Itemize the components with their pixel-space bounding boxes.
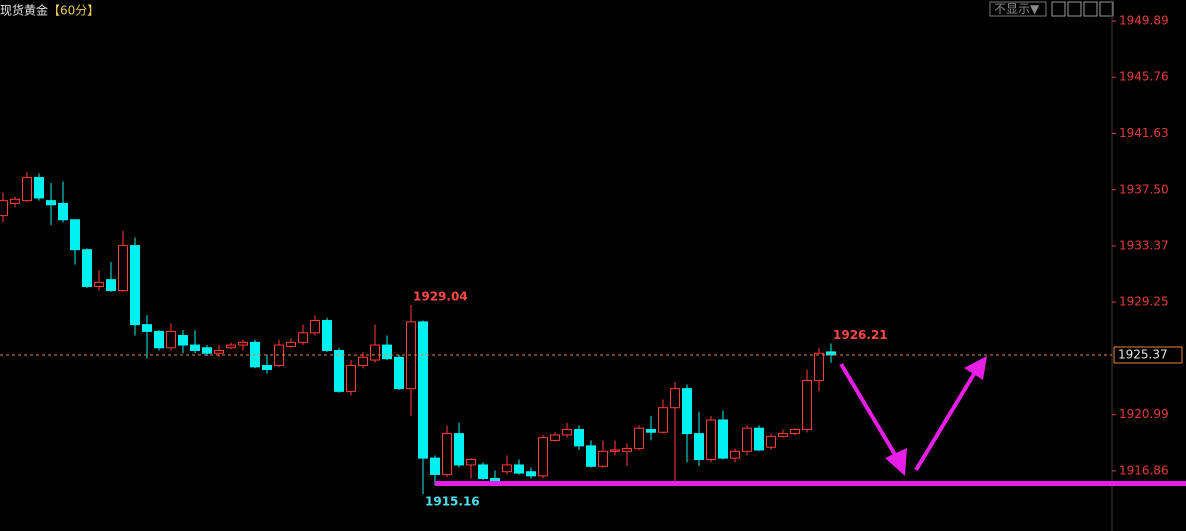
- candle-body: [790, 429, 800, 435]
- candle-body: [46, 200, 56, 206]
- candle-body: [706, 419, 716, 460]
- candle-body: [130, 245, 140, 326]
- current-price-label: 1925.37: [1118, 347, 1168, 361]
- candle-body: [394, 356, 404, 390]
- candle-body: [226, 344, 236, 349]
- candle-body: [430, 457, 440, 475]
- candle-body: [814, 352, 824, 381]
- candle-body: [322, 320, 332, 352]
- arrow-up: [914, 372, 976, 472]
- candle-body: [682, 388, 692, 435]
- candle-body: [550, 434, 560, 441]
- tool-icon[interactable]: [1083, 1, 1098, 17]
- candle-body: [70, 219, 80, 251]
- candle-body: [718, 419, 728, 459]
- candle-body: [586, 445, 596, 467]
- candle-body: [610, 449, 620, 452]
- candle-body: [0, 200, 8, 217]
- candle-body: [10, 198, 20, 204]
- candle-body: [382, 344, 392, 360]
- drawing-annotations: [435, 356, 1186, 486]
- y-tick-label: 1929.25: [1119, 295, 1169, 309]
- low-label: 1915.16: [425, 495, 480, 509]
- candle-body: [502, 464, 512, 473]
- candle-body: [562, 429, 572, 436]
- candle-body: [598, 450, 608, 467]
- candle-body: [778, 433, 788, 437]
- candle-body: [214, 350, 224, 354]
- tool-icon[interactable]: [1067, 1, 1082, 17]
- candle-body: [442, 433, 452, 475]
- candle-body: [766, 435, 776, 448]
- arrow-head: [964, 356, 987, 380]
- candle-body: [334, 350, 344, 392]
- candle-body: [190, 344, 200, 352]
- arrow-down: [839, 362, 899, 460]
- support-line: [435, 481, 1186, 486]
- candle-body: [82, 249, 92, 287]
- candle-body: [34, 176, 44, 199]
- toolbar: 不显示▼: [989, 1, 1114, 17]
- chart-title: 现货黄金: [0, 3, 48, 18]
- candle-body: [358, 356, 368, 366]
- candle-body: [754, 427, 764, 451]
- y-tick-label: 1920.99: [1119, 407, 1169, 421]
- plot-area: 1949.89 1945.76 1941.63 1937.50 1933.37 1929.…: [0, 13, 1169, 495]
- candle-body: [262, 364, 272, 371]
- y-tick-label: 1937.50: [1119, 182, 1169, 196]
- candle-body: [370, 344, 380, 361]
- candle-body: [646, 429, 656, 433]
- candle-body: [478, 464, 488, 480]
- arrow-head: [885, 448, 907, 476]
- candle-body: [526, 471, 536, 477]
- candle-body: [238, 341, 248, 346]
- candle-body: [574, 429, 584, 447]
- tool-icon[interactable]: [1099, 1, 1114, 17]
- candle-body: [694, 433, 704, 460]
- candle-body: [202, 347, 212, 354]
- candle-body: [298, 332, 308, 343]
- candle-body: [634, 427, 644, 450]
- candle-body: [454, 433, 464, 466]
- candle-body: [730, 450, 740, 459]
- display-button-label[interactable]: 不显示▼: [994, 2, 1040, 16]
- candle-body: [58, 202, 68, 221]
- candle-body: [310, 320, 320, 334]
- candle-body: [418, 321, 428, 459]
- candle-body: [142, 324, 152, 332]
- candle-body: [622, 448, 632, 452]
- y-tick-label: 1945.76: [1119, 70, 1169, 84]
- candle-body: [94, 281, 104, 287]
- y-tick-label: 1933.37: [1119, 239, 1169, 253]
- candle-body: [742, 427, 752, 452]
- candle-body: [466, 458, 476, 466]
- high-label: 1926.21: [833, 328, 888, 342]
- candle-body: [658, 407, 668, 433]
- candle-body: [178, 335, 188, 346]
- period: 【60分】: [48, 4, 99, 18]
- candle-body: [118, 245, 128, 292]
- candle-body: [166, 330, 176, 349]
- display-button[interactable]: [989, 1, 1047, 17]
- high-label: 1929.04: [413, 290, 468, 304]
- candle-body: [286, 341, 296, 347]
- current-price-box: [1113, 346, 1183, 364]
- candle-body: [154, 330, 164, 349]
- tool-icon[interactable]: [1051, 1, 1066, 17]
- y-tick-label: 1941.63: [1119, 126, 1169, 140]
- candle-body: [670, 388, 680, 409]
- y-tick-label: 1949.89: [1119, 13, 1169, 27]
- candle-body: [802, 379, 812, 431]
- candle-body: [22, 176, 32, 202]
- candle-body: [514, 464, 524, 474]
- candle-body: [106, 279, 116, 292]
- y-tick-label: 1916.86: [1119, 463, 1169, 477]
- candle-body: [538, 437, 548, 477]
- candle-body: [346, 364, 356, 392]
